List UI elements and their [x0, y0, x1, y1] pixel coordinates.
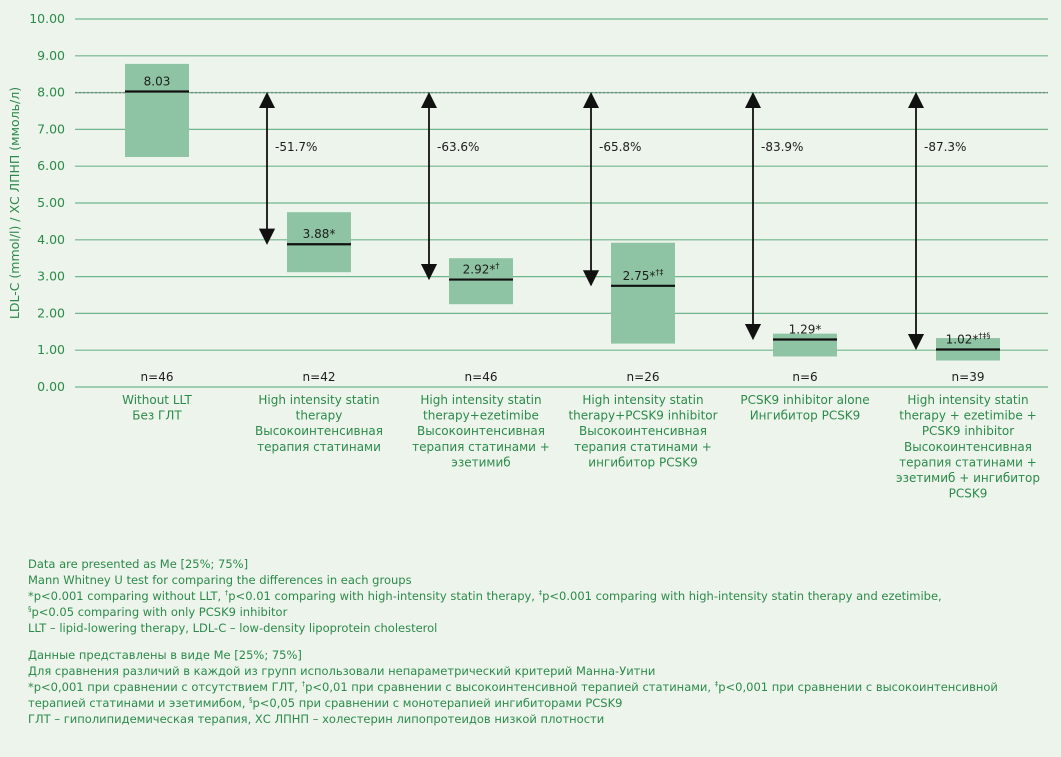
y-tick-label: 4.00: [37, 232, 65, 247]
note-line: LLT – lipid-lowering therapy, LDL-C – lo…: [28, 621, 438, 635]
y-tick-label: 6.00: [37, 158, 65, 173]
sample-size-label: n=6: [792, 370, 817, 384]
category-label-line: Высокоинтенсивная: [255, 424, 383, 438]
gridlines: [75, 18, 1048, 388]
double-dagger-mark: ‡: [714, 680, 719, 689]
dagger-mark: †: [301, 680, 306, 689]
category-label-line: High intensity statin: [582, 393, 703, 407]
median-value-label: 3.88*: [303, 227, 336, 241]
note-line: Data are presented as Me [25%; 75%]: [28, 557, 249, 571]
category-label-line: терапия статинами +: [899, 455, 1037, 469]
iqr-box: [287, 212, 351, 273]
boxes: 8.03 3.88* 2.92*† 2.75*†‡ 1.29* 1.02*†‡§: [125, 63, 1000, 361]
double-dagger-mark: ‡: [538, 589, 543, 598]
iqr-box: [449, 258, 513, 305]
y-tick-label: 2.00: [37, 305, 65, 320]
y-tick-label: 8.00: [37, 85, 65, 100]
y-axis-label: LDL-C (mmol/l) / ХС ЛПНП (ммоль/л): [7, 87, 22, 319]
y-tick-label: 7.00: [37, 121, 65, 136]
category-label-line: High intensity statin: [420, 393, 541, 407]
category-label-line: эзетимиб + ингибитор: [896, 471, 1040, 485]
note-line: §p<0.05 comparing with only PCSK9 inhibi…: [28, 604, 1048, 620]
note-text: *p<0.001 comparing without LLT,: [28, 589, 225, 603]
sample-size-label: n=39: [952, 370, 985, 384]
y-tick-label: 5.00: [37, 195, 65, 210]
category-label-line: Without LLT: [122, 393, 192, 407]
note-line: ГЛТ – гиполипидемическая терапия, ХС ЛПН…: [28, 712, 605, 726]
category-label-line: therapy: [296, 409, 343, 423]
y-tick-label: 1.00: [37, 342, 65, 357]
category-label-line: PCSK9 inhibitor alone: [740, 393, 869, 407]
category-label-line: therapy + ezetimibe +: [899, 409, 1036, 423]
category-label-line: ингибитор PCSK9: [588, 455, 697, 469]
group-labels: n=46 Without LLT Без ГЛТ n=42 High intensity…: [122, 370, 1040, 501]
note-line: Для сравнения различий в каждой из групп…: [28, 664, 656, 678]
note-line: Данные представлены в виде Me [25%; 75%]: [28, 648, 302, 662]
reduction-label: -63.6%: [437, 140, 479, 154]
note-text: p<0,01 при сравнении с высокоинтенсивной…: [305, 680, 715, 694]
category-label-line: эзетимиб: [451, 455, 510, 469]
median-value-label: 1.02*†‡§: [946, 331, 991, 346]
category-label-line: Высокоинтенсивная: [579, 424, 707, 438]
reduction-label: -83.9%: [761, 140, 803, 154]
note-text: p<0,001 при сравнении с высокоинтенсивно…: [718, 680, 998, 694]
median-value-label: 2.75*†‡: [623, 268, 664, 283]
median-value-label: 1.29*: [789, 323, 822, 337]
note-line: *p<0,001 при сравнении с отсутствием ГЛТ…: [28, 679, 1048, 695]
y-axis-ticks: 0.00 1.00 2.00 3.00 4.00 5.00 6.00 7.00 8.00 9.00…: [29, 11, 65, 394]
note-text: p<0.05 comparing with only PCSK9 inhibit…: [31, 605, 288, 619]
reduction-label: -87.3%: [924, 140, 966, 154]
category-label-line: High intensity statin: [907, 393, 1028, 407]
category-label-line: Без ГЛТ: [132, 409, 182, 423]
chart: 0.00 1.00 2.00 3.00 4.00 5.00 6.00 7.00 8.00 9.00…: [7, 11, 1048, 501]
footnotes: Data are presented as Me [25%; 75%] Mann…: [28, 556, 1048, 738]
category-label-line: PCSK9: [949, 487, 988, 501]
y-tick-label: 3.00: [37, 269, 65, 284]
category-label-line: терапия статинами: [257, 440, 381, 454]
sample-size-label: n=46: [141, 370, 174, 384]
note-text: терапией статинами и эзетимибом,: [28, 696, 249, 710]
sample-size-label: n=46: [465, 370, 498, 384]
reduction-label: -65.8%: [599, 140, 641, 154]
iqr-box: [125, 63, 189, 158]
median-value-label: 8.03: [144, 74, 171, 88]
note-text: p<0.001 comparing with high-intensity st…: [542, 589, 942, 603]
reduction-label: -51.7%: [275, 140, 317, 154]
category-label-line: therapy+PCSK9 inhibitor: [568, 409, 717, 423]
note-line: *p<0.001 comparing without LLT, †p<0.01 …: [28, 588, 1048, 604]
sample-size-label: n=26: [627, 370, 660, 384]
note-line: терапией статинами и эзетимибом, §p<0,05…: [28, 695, 1048, 711]
category-label-line: терапия статинами +: [574, 440, 712, 454]
note-text: p<0,05 при сравнении с монотерапией инги…: [252, 696, 623, 710]
category-label-line: Ингибитор PCSK9: [750, 409, 861, 423]
footnotes-english: Data are presented as Me [25%; 75%] Mann…: [28, 556, 1048, 636]
iqr-box: [611, 242, 675, 344]
category-label-line: therapy+ezetimibe: [423, 409, 539, 423]
iqr-box: [773, 333, 837, 357]
category-label-line: PCSK9 inhibitor: [922, 424, 1014, 438]
y-tick-label: 10.00: [29, 11, 65, 26]
note-text: p<0.01 comparing with high-intensity sta…: [228, 589, 539, 603]
category-label-line: High intensity statin: [258, 393, 379, 407]
note-line: Mann Whitney U test for comparing the di…: [28, 573, 412, 587]
footnotes-russian: Данные представлены в виде Me [25%; 75%]…: [28, 647, 1048, 727]
note-text: *p<0,001 при сравнении с отсутствием ГЛТ…: [28, 680, 302, 694]
section-mark: §: [28, 605, 32, 614]
section-mark: §: [249, 696, 253, 705]
sample-size-label: n=42: [303, 370, 336, 384]
category-label-line: Высокоинтенсивная: [417, 424, 545, 438]
median-value-label: 2.92*†: [463, 262, 500, 277]
y-tick-label: 9.00: [37, 48, 65, 63]
y-tick-label: 0.00: [37, 379, 65, 394]
category-label-line: терапия статинами +: [412, 440, 550, 454]
category-label-line: Высокоинтенсивная: [904, 440, 1032, 454]
reduction-arrows: -51.7% -63.6% -65.8% -83.9% -87.3%: [258, 91, 966, 351]
dagger-mark: †: [224, 589, 229, 598]
